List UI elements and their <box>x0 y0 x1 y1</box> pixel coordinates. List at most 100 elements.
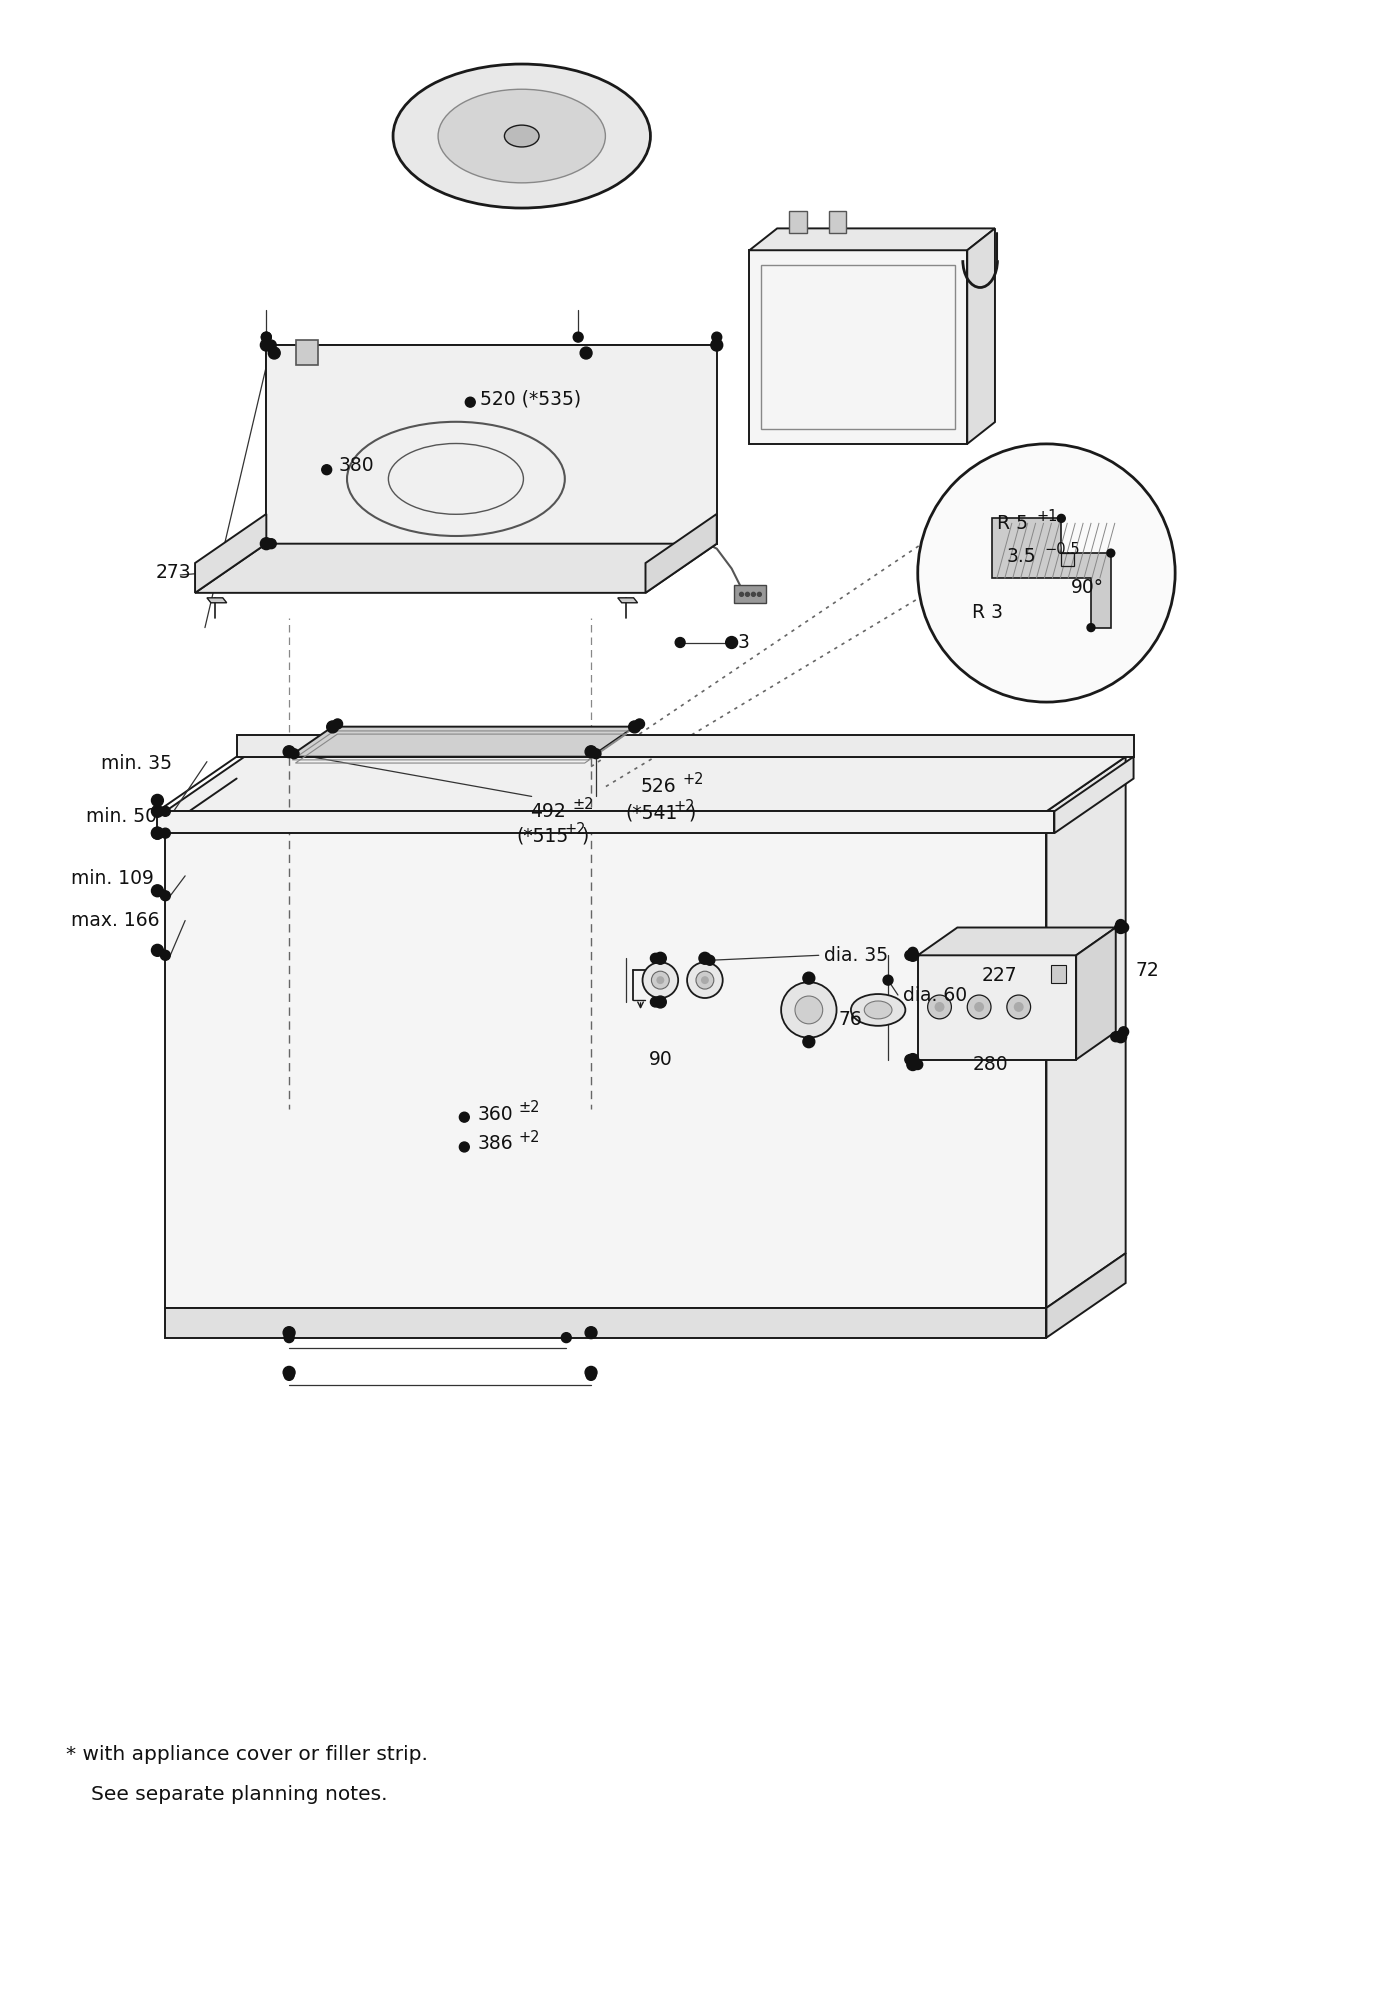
Circle shape <box>654 996 667 1008</box>
Circle shape <box>967 996 990 1018</box>
Circle shape <box>581 348 592 358</box>
Polygon shape <box>750 250 967 444</box>
Circle shape <box>907 950 918 962</box>
Text: ±2: ±2 <box>572 796 593 812</box>
Polygon shape <box>992 518 1111 628</box>
Circle shape <box>746 592 750 596</box>
Circle shape <box>460 1112 469 1122</box>
Ellipse shape <box>851 994 906 1026</box>
Text: 90°: 90° <box>1071 578 1104 598</box>
Polygon shape <box>918 928 1115 956</box>
Polygon shape <box>829 210 846 234</box>
Circle shape <box>1115 1030 1126 1042</box>
Polygon shape <box>1051 966 1067 984</box>
Circle shape <box>696 972 714 990</box>
Circle shape <box>757 592 761 596</box>
Polygon shape <box>918 956 1076 1060</box>
Circle shape <box>285 1332 294 1342</box>
Circle shape <box>907 1054 918 1066</box>
Text: * with appliance cover or filler strip.: * with appliance cover or filler strip. <box>67 1746 428 1764</box>
Circle shape <box>1088 624 1095 632</box>
Circle shape <box>629 720 640 732</box>
Text: max. 166: max. 166 <box>71 912 160 930</box>
Circle shape <box>711 332 722 342</box>
Circle shape <box>904 950 915 960</box>
Text: +2: +2 <box>564 822 586 836</box>
Text: 520 (*535): 520 (*535) <box>481 390 581 408</box>
Polygon shape <box>165 1308 1046 1338</box>
Text: 280: 280 <box>972 1056 1008 1074</box>
Circle shape <box>585 1366 597 1378</box>
Polygon shape <box>1054 756 1133 834</box>
Text: (*541: (*541 <box>625 804 678 822</box>
Circle shape <box>1115 920 1125 930</box>
Circle shape <box>1111 1032 1121 1042</box>
Circle shape <box>260 340 272 352</box>
Text: dia. 60: dia. 60 <box>903 986 967 1004</box>
Circle shape <box>332 718 343 728</box>
Circle shape <box>935 1002 945 1012</box>
Polygon shape <box>289 726 635 756</box>
Circle shape <box>908 948 918 958</box>
Circle shape <box>795 996 822 1024</box>
Polygon shape <box>296 340 318 364</box>
Circle shape <box>260 538 272 550</box>
Text: R 5: R 5 <box>997 514 1028 532</box>
Text: dia. 35: dia. 35 <box>824 946 888 964</box>
Text: See separate planning notes.: See separate planning notes. <box>92 1784 388 1804</box>
Polygon shape <box>646 514 717 592</box>
Circle shape <box>160 806 171 816</box>
Text: 386: 386 <box>478 1134 513 1154</box>
Circle shape <box>267 538 276 548</box>
Circle shape <box>974 1002 983 1012</box>
Text: 72: 72 <box>1136 960 1160 980</box>
Circle shape <box>561 1332 571 1342</box>
Circle shape <box>322 464 332 474</box>
Circle shape <box>913 1060 922 1070</box>
Text: ): ) <box>688 804 696 822</box>
Circle shape <box>675 638 685 648</box>
Polygon shape <box>165 756 1125 812</box>
Polygon shape <box>267 346 717 544</box>
Text: 227: 227 <box>982 966 1018 984</box>
Circle shape <box>151 828 164 840</box>
Circle shape <box>267 340 276 350</box>
Text: 273: 273 <box>156 564 192 582</box>
Text: 3: 3 <box>738 632 750 652</box>
Ellipse shape <box>864 1000 892 1018</box>
Text: min. 50: min. 50 <box>86 806 157 826</box>
Circle shape <box>160 828 171 838</box>
Circle shape <box>781 982 836 1038</box>
Circle shape <box>928 996 951 1018</box>
Circle shape <box>904 1054 915 1064</box>
Circle shape <box>883 976 893 986</box>
Circle shape <box>751 592 756 596</box>
Circle shape <box>283 1326 294 1338</box>
Circle shape <box>151 806 164 818</box>
Text: (*515: (*515 <box>517 826 569 846</box>
Text: 90: 90 <box>649 1050 672 1070</box>
Circle shape <box>574 332 583 342</box>
Polygon shape <box>165 812 1046 1308</box>
Text: 3.5: 3.5 <box>1007 546 1036 566</box>
Circle shape <box>586 1370 596 1380</box>
Circle shape <box>725 636 738 648</box>
Circle shape <box>465 398 475 408</box>
Circle shape <box>1007 996 1031 1018</box>
Polygon shape <box>733 586 767 604</box>
Circle shape <box>1057 514 1065 522</box>
Circle shape <box>803 1036 815 1048</box>
Circle shape <box>643 962 678 998</box>
Circle shape <box>739 592 743 596</box>
Circle shape <box>585 1326 597 1338</box>
Circle shape <box>1014 1002 1024 1012</box>
Polygon shape <box>618 598 638 602</box>
Circle shape <box>151 944 164 956</box>
Text: 492: 492 <box>529 802 565 820</box>
Circle shape <box>160 890 171 900</box>
Circle shape <box>1107 550 1115 558</box>
Circle shape <box>289 748 299 758</box>
Circle shape <box>701 976 708 984</box>
Circle shape <box>688 962 722 998</box>
Circle shape <box>650 954 660 964</box>
